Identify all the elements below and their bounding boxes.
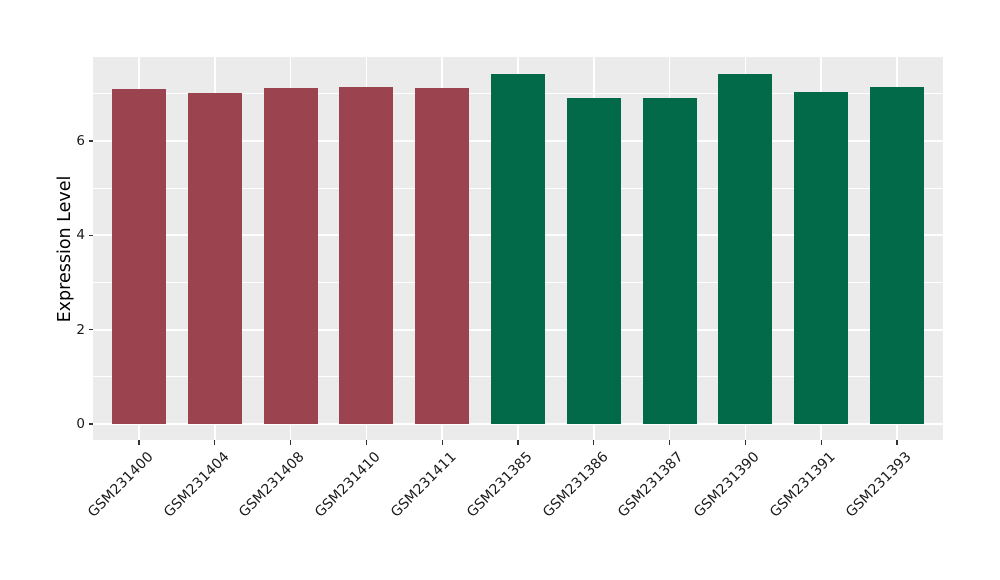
x-tick-label: GSM231391 bbox=[766, 449, 839, 521]
bar-GSM231391 bbox=[794, 91, 849, 424]
x-tick-label: GSM231400 bbox=[84, 449, 157, 521]
x-tick-label: GSM231408 bbox=[236, 449, 308, 521]
x-tick-label: GSM231411 bbox=[387, 449, 460, 521]
bar-GSM231404 bbox=[187, 92, 242, 424]
x-tick-mark bbox=[820, 440, 822, 445]
x-tick-mark bbox=[138, 440, 140, 445]
x-tick-mark bbox=[441, 440, 443, 445]
y-tick-mark bbox=[88, 140, 93, 142]
bar-GSM231393 bbox=[870, 87, 924, 424]
x-tick-label: GSM231385 bbox=[463, 449, 536, 521]
x-tick-mark bbox=[593, 440, 595, 445]
y-tick-mark bbox=[88, 423, 93, 425]
x-tick-mark bbox=[669, 440, 671, 445]
bar-GSM231386 bbox=[566, 97, 621, 424]
y-tick-label: 2 bbox=[76, 321, 85, 338]
x-tick-mark bbox=[517, 440, 519, 445]
x-tick-label: GSM231410 bbox=[312, 449, 384, 521]
bar-GSM231411 bbox=[415, 87, 470, 424]
bar-GSM231390 bbox=[718, 73, 773, 424]
bar-GSM231410 bbox=[339, 86, 394, 424]
x-tick-mark bbox=[744, 440, 746, 445]
x-tick-label: GSM231390 bbox=[691, 449, 763, 521]
y-tick-label: 6 bbox=[76, 132, 85, 149]
x-tick-mark bbox=[290, 440, 292, 445]
bar-GSM231400 bbox=[112, 88, 166, 424]
x-tick-label: GSM231404 bbox=[160, 449, 233, 521]
bar-GSM231408 bbox=[263, 88, 318, 424]
plot-panel bbox=[93, 57, 943, 440]
x-tick-mark bbox=[896, 440, 898, 445]
x-tick-label: GSM231393 bbox=[842, 449, 915, 521]
x-tick-mark bbox=[365, 440, 367, 445]
bar-GSM231387 bbox=[642, 97, 697, 424]
y-axis-title: Expression Level bbox=[55, 175, 75, 322]
y-tick-label: 4 bbox=[76, 227, 85, 244]
bar-GSM231385 bbox=[491, 73, 545, 424]
y-tick-label: 0 bbox=[76, 415, 85, 432]
x-tick-label: GSM231386 bbox=[539, 449, 612, 521]
x-tick-mark bbox=[214, 440, 216, 445]
y-tick-mark bbox=[88, 329, 93, 331]
x-tick-label: GSM231387 bbox=[615, 449, 687, 521]
y-tick-mark bbox=[88, 234, 93, 236]
